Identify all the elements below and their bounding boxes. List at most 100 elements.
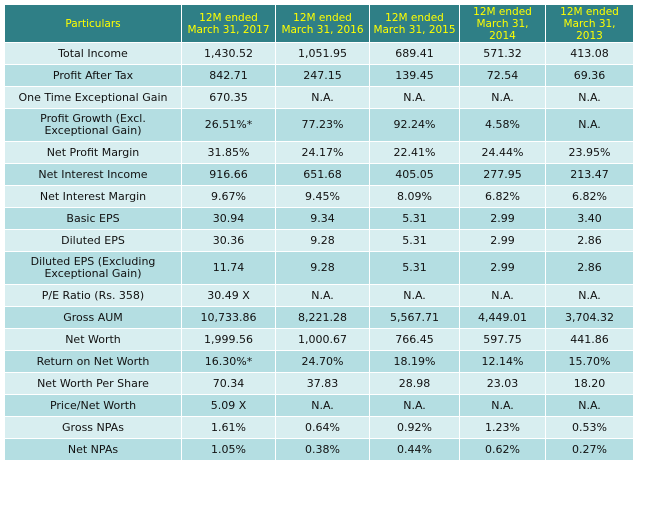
table-cell: N.A.	[545, 284, 634, 307]
table-row: Basic EPS 30.94 9.34 5.31 2.99 3.40	[4, 207, 634, 230]
table-cell: 26.51%*	[181, 108, 276, 142]
header-fy2016: 12M ended March 31, 2016	[275, 4, 370, 43]
row-label: Profit After Tax	[4, 64, 182, 87]
table-cell: 92.24%	[369, 108, 460, 142]
table-cell: 1.23%	[459, 416, 546, 439]
row-label: One Time Exceptional Gain	[4, 86, 182, 109]
financial-table-container: Particulars 12M ended March 31, 2017 12M …	[4, 4, 634, 461]
row-label: Gross AUM	[4, 306, 182, 329]
table-cell: 6.82%	[545, 185, 634, 208]
table-cell: N.A.	[459, 86, 546, 109]
table-row: Net NPAs 1.05% 0.38% 0.44% 0.62% 0.27%	[4, 438, 634, 461]
table-cell: 1,999.56	[181, 328, 276, 351]
table-cell: 24.17%	[275, 141, 370, 164]
table-cell: 6.82%	[459, 185, 546, 208]
table-cell: 9.45%	[275, 185, 370, 208]
table-cell: N.A.	[459, 394, 546, 417]
table-cell: 2.86	[545, 251, 634, 285]
table-cell: 916.66	[181, 163, 276, 186]
header-particulars: Particulars	[4, 4, 182, 43]
table-cell: N.A.	[275, 394, 370, 417]
table-row: Net Interest Margin 9.67% 9.45% 8.09% 6.82% 6…	[4, 185, 634, 208]
table-cell: 1.61%	[181, 416, 276, 439]
table-cell: 1,000.67	[275, 328, 370, 351]
table-cell: 24.44%	[459, 141, 546, 164]
table-cell: 24.70%	[275, 350, 370, 373]
row-label: Net NPAs	[4, 438, 182, 461]
table-row: Diluted EPS 30.36 9.28 5.31 2.99 2.86	[4, 229, 634, 252]
table-cell: 139.45	[369, 64, 460, 87]
table-cell: 413.08	[545, 42, 634, 65]
table-cell: 0.44%	[369, 438, 460, 461]
row-label: Price/Net Worth	[4, 394, 182, 417]
table-cell: 1,051.95	[275, 42, 370, 65]
table-cell: 18.20	[545, 372, 634, 395]
table-cell: 15.70%	[545, 350, 634, 373]
table-cell: 5.09 X	[181, 394, 276, 417]
table-cell: 5.31	[369, 251, 460, 285]
table-cell: 689.41	[369, 42, 460, 65]
table-cell: 23.03	[459, 372, 546, 395]
table-cell: 69.36	[545, 64, 634, 87]
row-label: Net Profit Margin	[4, 141, 182, 164]
table-cell: 1.05%	[181, 438, 276, 461]
table-cell: 2.86	[545, 229, 634, 252]
table-cell: 9.67%	[181, 185, 276, 208]
header-fy2015: 12M ended March 31, 2015	[369, 4, 460, 43]
table-row: Net Interest Income 916.66 651.68 405.05 277…	[4, 163, 634, 186]
table-cell: 277.95	[459, 163, 546, 186]
table-cell: N.A.	[369, 86, 460, 109]
table-cell: 2.99	[459, 229, 546, 252]
table-row: Profit Growth (Excl. Exceptional Gain) 26…	[4, 108, 634, 142]
table-cell: 8.09%	[369, 185, 460, 208]
table-cell: 28.98	[369, 372, 460, 395]
table-cell: N.A.	[275, 284, 370, 307]
table-cell: 30.36	[181, 229, 276, 252]
table-body: Total Income 1,430.52 1,051.95 689.41 571.32…	[4, 42, 634, 461]
table-cell: 10,733.86	[181, 306, 276, 329]
table-cell: N.A.	[545, 108, 634, 142]
table-cell: 9.34	[275, 207, 370, 230]
table-cell: 31.85%	[181, 141, 276, 164]
table-row: P/E Ratio (Rs. 358) 30.49 X N.A. N.A. N.A. N.…	[4, 284, 634, 307]
table-cell: 213.47	[545, 163, 634, 186]
row-label: Gross NPAs	[4, 416, 182, 439]
table-cell: 0.62%	[459, 438, 546, 461]
table-row: Net Profit Margin 31.85% 24.17% 22.41% 24.44…	[4, 141, 634, 164]
row-label: Profit Growth (Excl. Exceptional Gain)	[4, 108, 182, 142]
table-row: Profit After Tax 842.71 247.15 139.45 72.54 6…	[4, 64, 634, 87]
table-cell: 70.34	[181, 372, 276, 395]
table-cell: 0.64%	[275, 416, 370, 439]
table-cell: 405.05	[369, 163, 460, 186]
header-row: Particulars 12M ended March 31, 2017 12M …	[4, 4, 634, 43]
table-row: Gross AUM 10,733.86 8,221.28 5,567.71 4,449.…	[4, 306, 634, 329]
table-cell: 30.49 X	[181, 284, 276, 307]
header-fy2013: 12M ended March 31, 2013	[545, 4, 634, 43]
header-fy2017: 12M ended March 31, 2017	[181, 4, 276, 43]
table-cell: N.A.	[275, 86, 370, 109]
table-cell: 670.35	[181, 86, 276, 109]
table-cell: 441.86	[545, 328, 634, 351]
row-label: Diluted EPS	[4, 229, 182, 252]
table-cell: 0.27%	[545, 438, 634, 461]
table-cell: 3,704.32	[545, 306, 634, 329]
table-cell: 247.15	[275, 64, 370, 87]
table-cell: N.A.	[369, 284, 460, 307]
table-cell: 842.71	[181, 64, 276, 87]
row-label: Diluted EPS (Excluding Exceptional Gain)	[4, 251, 182, 285]
table-cell: N.A.	[369, 394, 460, 417]
row-label: Net Worth Per Share	[4, 372, 182, 395]
table-cell: 5.31	[369, 207, 460, 230]
table-cell: 9.28	[275, 251, 370, 285]
table-cell: 0.38%	[275, 438, 370, 461]
table-cell: 3.40	[545, 207, 634, 230]
table-cell: 571.32	[459, 42, 546, 65]
table-cell: 23.95%	[545, 141, 634, 164]
table-cell: 18.19%	[369, 350, 460, 373]
table-cell: 16.30%*	[181, 350, 276, 373]
table-row: Price/Net Worth 5.09 X N.A. N.A. N.A. N.A.	[4, 394, 634, 417]
row-label: Basic EPS	[4, 207, 182, 230]
row-label: Total Income	[4, 42, 182, 65]
table-cell: 72.54	[459, 64, 546, 87]
table-row: Return on Net Worth 16.30%* 24.70% 18.19% 12…	[4, 350, 634, 373]
